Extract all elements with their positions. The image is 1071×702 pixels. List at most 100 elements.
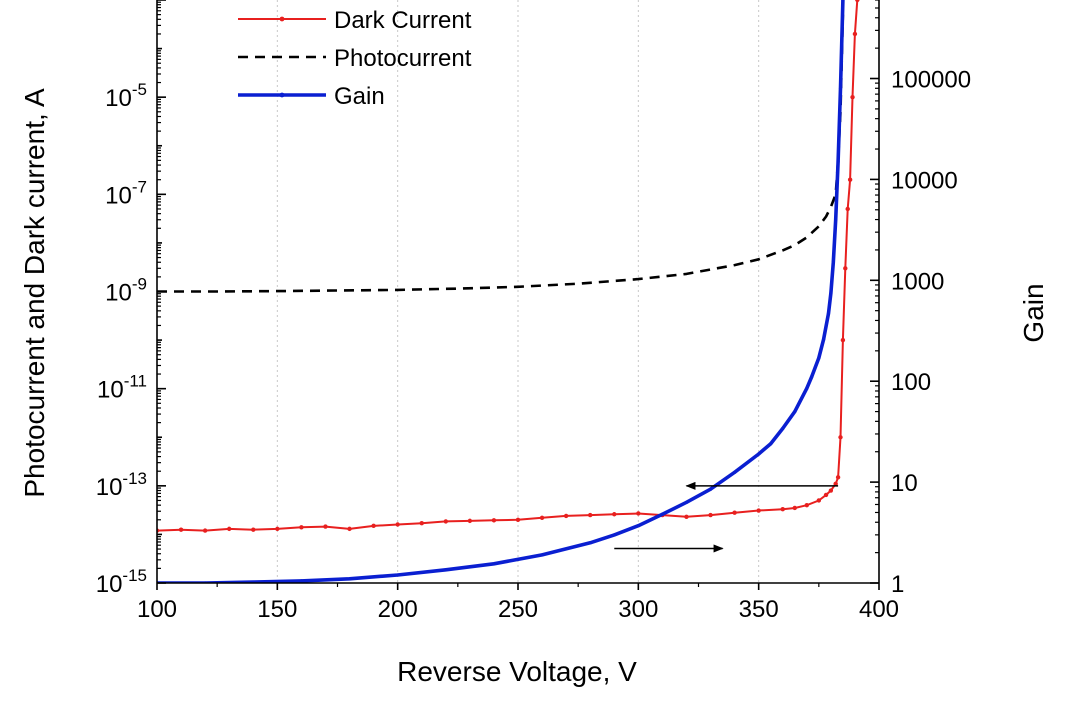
data-point-dark-current <box>395 522 400 527</box>
data-point-gain <box>684 500 689 504</box>
x-tick-label: 100 <box>137 596 177 623</box>
y-left-tick-label: 10-9 <box>105 275 147 307</box>
data-point-dark-current <box>251 527 256 532</box>
tick-base: 10 <box>96 571 123 598</box>
data-point-gain <box>810 375 814 379</box>
y-right-tick-label: 100 <box>891 369 931 396</box>
series-layer <box>157 0 860 583</box>
data-point-dark-current <box>684 514 689 520</box>
data-point-dark-current <box>227 526 232 532</box>
x-axis-title: Reverse Voltage, V <box>397 656 637 687</box>
data-point-gain <box>733 470 737 474</box>
tick-base: 10 <box>97 377 124 404</box>
x-tick-label: 200 <box>378 596 418 623</box>
data-point-dark-current <box>347 526 352 532</box>
data-point-dark-current <box>178 527 184 532</box>
data-point-dark-current <box>780 507 785 512</box>
data-point-gain <box>612 533 616 537</box>
data-point-gain <box>793 409 797 414</box>
tick-base: 10 <box>105 85 132 112</box>
data-point-dark-current <box>636 511 641 516</box>
series-gain <box>157 0 845 583</box>
x-tick-label: 300 <box>618 596 658 623</box>
data-point-dark-current <box>855 0 860 3</box>
data-point-dark-current <box>852 31 858 37</box>
data-point-dark-current <box>275 526 280 532</box>
tick-exponent: -13 <box>122 469 147 488</box>
data-point-gain <box>831 260 835 265</box>
data-point-dark-current <box>823 492 829 498</box>
tick-exponent: -15 <box>122 566 147 585</box>
ticks: 100 150 200 250 300 350 40010-1510-1310-1110-9… <box>96 0 971 623</box>
tick-exponent: -5 <box>132 80 147 99</box>
data-point-dark-current <box>708 512 713 518</box>
y-right-tick-label: 1 <box>891 571 904 598</box>
data-point-dark-current <box>840 337 846 343</box>
data-point-dark-current <box>843 266 848 271</box>
y-axis-right-title: Gain <box>1018 283 1049 342</box>
data-point-gain <box>781 426 785 431</box>
data-point-gain <box>444 568 448 572</box>
data-point-gain <box>347 577 352 581</box>
data-point-dark-current <box>847 177 853 182</box>
data-point-dark-current <box>816 498 822 503</box>
data-point-gain <box>834 217 838 222</box>
data-point-dark-current <box>838 435 843 440</box>
tick-exponent: -7 <box>132 177 147 196</box>
y-left-tick-label: 10-5 <box>105 80 147 112</box>
legend: Dark Current Photocurrent Gain <box>238 7 472 110</box>
data-point-dark-current <box>850 94 855 100</box>
legend-marker-dark-current <box>279 16 285 22</box>
series-photocurrent <box>157 14 845 293</box>
legend-label-photocurrent: Photocurrent <box>334 45 472 72</box>
data-point-dark-current <box>792 505 797 511</box>
tick-exponent: -9 <box>132 275 147 294</box>
data-point-gain <box>708 487 713 491</box>
y-left-tick-label: 10-11 <box>97 372 147 404</box>
data-point-dark-current <box>833 481 838 487</box>
data-point-dark-current <box>515 517 521 522</box>
x-tick-label: 250 <box>498 596 538 623</box>
tick-base: 10 <box>105 280 132 307</box>
y-left-tick-label: 10-15 <box>96 566 147 598</box>
data-point-gain <box>540 553 544 557</box>
x-tick-label: 400 <box>859 596 899 623</box>
data-point-gain <box>805 386 809 390</box>
legend-item-dark-current: Dark Current <box>238 7 472 34</box>
data-point-gain <box>836 160 840 164</box>
data-point-dark-current <box>202 528 208 533</box>
data-point-dark-current <box>563 513 569 519</box>
data-point-dark-current <box>491 518 497 523</box>
y-left-tick-label: 10-7 <box>105 177 147 209</box>
data-point-dark-current <box>323 524 328 529</box>
data-point-dark-current <box>539 515 545 520</box>
series-line-dark-current <box>157 0 859 532</box>
data-point-dark-current <box>467 518 473 524</box>
data-point-gain <box>636 524 640 528</box>
data-point-gain <box>588 541 592 545</box>
data-point-dark-current <box>588 512 593 518</box>
legend-item-gain: Gain <box>238 83 385 110</box>
data-point-dark-current <box>828 488 834 493</box>
annotations <box>614 481 839 553</box>
y-axis-left-title: Photocurrent and Dark current, A <box>19 88 50 498</box>
data-point-dark-current <box>371 523 376 529</box>
y-right-tick-label: 100000 <box>891 67 971 94</box>
data-point-dark-current <box>299 525 304 530</box>
x-tick-label: 150 <box>257 596 297 623</box>
x-tick-label: 350 <box>739 596 779 623</box>
series-dark-current <box>157 0 860 533</box>
y-right-tick-label: 10 <box>891 470 918 497</box>
data-point-dark-current <box>443 519 448 524</box>
data-point-gain <box>299 579 303 583</box>
tick-exponent: -11 <box>124 372 147 391</box>
data-point-gain <box>817 356 821 360</box>
data-point-gain <box>396 573 400 577</box>
data-point-dark-current <box>419 521 424 526</box>
tick-base: 10 <box>96 474 123 501</box>
data-point-gain <box>660 512 665 516</box>
data-point-dark-current <box>732 510 737 515</box>
data-point-gain <box>826 311 831 315</box>
series-line-photocurrent <box>157 14 845 293</box>
